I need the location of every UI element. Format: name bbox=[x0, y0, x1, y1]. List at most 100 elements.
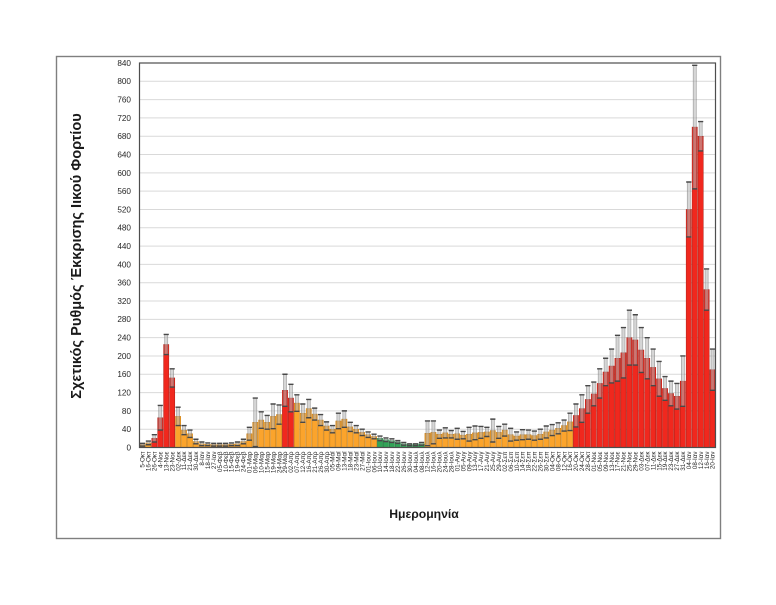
svg-text:29-Νοε: 29-Νοε bbox=[633, 451, 640, 471]
svg-text:10-Μαρ: 10-Μαρ bbox=[258, 451, 265, 473]
svg-text:13-Αυγ: 13-Αυγ bbox=[472, 451, 479, 472]
svg-text:24-Φεβ: 24-Φεβ bbox=[241, 451, 248, 472]
svg-text:13-Νοε: 13-Νοε bbox=[609, 451, 616, 471]
svg-text:08-Ιουλ: 08-Ιουλ bbox=[419, 451, 426, 473]
svg-text:28-Ιουλ: 28-Ιουλ bbox=[448, 451, 455, 473]
svg-text:280: 280 bbox=[117, 315, 131, 324]
svg-text:14-Ιουν: 14-Ιουν bbox=[383, 452, 390, 473]
svg-text:20-Οκτ: 20-Οκτ bbox=[573, 451, 580, 471]
svg-text:16-Οκτ: 16-Οκτ bbox=[146, 451, 153, 471]
svg-text:23-Νοε: 23-Νοε bbox=[169, 451, 176, 471]
svg-text:30-Απρ: 30-Απρ bbox=[324, 451, 331, 473]
svg-text:08-Ιαν: 08-Ιαν bbox=[692, 452, 699, 470]
svg-text:400: 400 bbox=[117, 260, 131, 269]
svg-text:560: 560 bbox=[117, 187, 131, 196]
svg-text:06-Ιουν: 06-Ιουν bbox=[371, 452, 378, 473]
svg-text:30-Σεπ: 30-Σεπ bbox=[543, 451, 550, 472]
svg-text:27-Ιαν: 27-Ιαν bbox=[211, 452, 218, 470]
svg-text:07-Δεκ: 07-Δεκ bbox=[644, 451, 651, 471]
svg-text:40: 40 bbox=[122, 425, 132, 434]
svg-text:06-Σεπ: 06-Σεπ bbox=[508, 451, 515, 472]
svg-text:20-Ιαν: 20-Ιαν bbox=[710, 452, 717, 470]
svg-text:16-Ιουλ: 16-Ιουλ bbox=[431, 451, 438, 473]
svg-text:31-Δεκ: 31-Δεκ bbox=[680, 451, 687, 471]
svg-text:24-Ιουλ: 24-Ιουλ bbox=[443, 451, 450, 473]
svg-text:Σχετικός Ρυθμός Έκκρισης Ιικού: Σχετικός Ρυθμός Έκκρισης Ιικού Φορτίου bbox=[69, 113, 85, 399]
svg-text:480: 480 bbox=[117, 224, 131, 233]
svg-text:120: 120 bbox=[117, 389, 131, 398]
svg-text:14-Σεπ: 14-Σεπ bbox=[520, 451, 527, 472]
svg-text:21-Νοε: 21-Νοε bbox=[621, 451, 628, 471]
svg-text:17-Αυγ: 17-Αυγ bbox=[478, 451, 485, 472]
svg-text:440: 440 bbox=[117, 242, 131, 251]
svg-text:18-Ιαν: 18-Ιαν bbox=[205, 452, 212, 470]
svg-text:09-Μαϊ: 09-Μαϊ bbox=[336, 451, 343, 471]
svg-text:13-Μαϊ: 13-Μαϊ bbox=[342, 451, 349, 471]
svg-text:16-Οκτ: 16-Οκτ bbox=[567, 451, 574, 471]
svg-text:10-Σεπ: 10-Σεπ bbox=[514, 451, 521, 472]
svg-text:01-Νοε: 01-Νοε bbox=[591, 451, 598, 471]
svg-text:01-Μαρ: 01-Μαρ bbox=[247, 451, 254, 473]
svg-text:19-Μαρ: 19-Μαρ bbox=[270, 451, 277, 473]
svg-text:18-Ιουν: 18-Ιουν bbox=[389, 452, 396, 473]
svg-text:80: 80 bbox=[122, 407, 132, 416]
svg-text:15-Μαρ: 15-Μαρ bbox=[264, 451, 271, 473]
svg-text:07-Απρ: 07-Απρ bbox=[294, 451, 301, 473]
svg-text:08-Οκτ: 08-Οκτ bbox=[555, 451, 562, 471]
svg-text:25-Νοε: 25-Νοε bbox=[627, 451, 634, 471]
svg-text:16-Ιαν: 16-Ιαν bbox=[704, 452, 711, 470]
svg-text:800: 800 bbox=[117, 77, 131, 86]
svg-text:05-Μαϊ: 05-Μαϊ bbox=[330, 451, 337, 471]
svg-text:29-Μαρ: 29-Μαρ bbox=[282, 451, 289, 473]
svg-text:20-Ιουλ: 20-Ιουλ bbox=[437, 451, 444, 473]
svg-text:12-Ιουλ: 12-Ιουλ bbox=[425, 451, 432, 473]
svg-text:04-Ιαν: 04-Ιαν bbox=[686, 452, 693, 470]
svg-text:27-Δεκ: 27-Δεκ bbox=[674, 451, 681, 471]
svg-text:17-Νοε: 17-Νοε bbox=[615, 451, 622, 471]
svg-text:360: 360 bbox=[117, 279, 131, 288]
svg-text:10-Φεβ: 10-Φεβ bbox=[223, 451, 230, 472]
svg-text:06-Μαρ: 06-Μαρ bbox=[252, 451, 259, 473]
svg-text:29-Αυγ: 29-Αυγ bbox=[496, 451, 503, 472]
svg-text:18-Σεπ: 18-Σεπ bbox=[526, 451, 533, 472]
svg-text:680: 680 bbox=[117, 132, 131, 141]
svg-text:02-Δεκ: 02-Δεκ bbox=[175, 451, 182, 471]
svg-text:840: 840 bbox=[117, 59, 131, 68]
svg-text:05-Φεβ: 05-Φεβ bbox=[217, 451, 224, 472]
svg-text:240: 240 bbox=[117, 334, 131, 343]
svg-text:640: 640 bbox=[117, 150, 131, 159]
svg-text:24-Οκτ: 24-Οκτ bbox=[579, 451, 586, 471]
svg-text:15-Δεκ: 15-Δεκ bbox=[656, 451, 663, 471]
svg-text:05-Αυγ: 05-Αυγ bbox=[460, 451, 467, 472]
svg-text:25-Αυγ: 25-Αυγ bbox=[490, 451, 497, 472]
svg-text:09-Αυγ: 09-Αυγ bbox=[466, 451, 473, 472]
svg-text:520: 520 bbox=[117, 205, 131, 214]
svg-text:Ημερομηνία: Ημερομηνία bbox=[389, 507, 459, 521]
svg-text:02-Σεπ: 02-Σεπ bbox=[502, 451, 509, 472]
svg-text:18-Μαϊ: 18-Μαϊ bbox=[348, 451, 355, 471]
svg-text:320: 320 bbox=[117, 297, 131, 306]
svg-text:12-Απρ: 12-Απρ bbox=[300, 451, 307, 473]
svg-text:13-Νοε: 13-Νοε bbox=[163, 451, 170, 471]
svg-text:760: 760 bbox=[117, 96, 131, 105]
svg-text:4-Νοε: 4-Νοε bbox=[157, 451, 164, 468]
svg-text:26-Ιουν: 26-Ιουν bbox=[401, 452, 408, 473]
svg-text:21-Δεκ: 21-Δεκ bbox=[187, 451, 194, 471]
svg-text:21-Απρ: 21-Απρ bbox=[312, 451, 319, 473]
svg-text:15-Φεβ: 15-Φεβ bbox=[229, 451, 236, 472]
svg-text:26-Σεπ: 26-Σεπ bbox=[538, 451, 545, 472]
svg-text:21-Αυγ: 21-Αυγ bbox=[484, 451, 491, 472]
svg-text:23-Μαϊ: 23-Μαϊ bbox=[353, 451, 360, 471]
svg-text:30-Δεκ: 30-Δεκ bbox=[193, 451, 200, 471]
svg-text:24-Μαρ: 24-Μαρ bbox=[276, 451, 283, 473]
svg-text:22-Ιουν: 22-Ιουν bbox=[395, 452, 402, 473]
svg-text:720: 720 bbox=[117, 114, 131, 123]
svg-text:0: 0 bbox=[126, 443, 131, 452]
svg-text:11-Δεκ: 11-Δεκ bbox=[650, 451, 657, 471]
svg-text:02-Απρ: 02-Απρ bbox=[288, 451, 295, 473]
svg-text:26-Οκτ: 26-Οκτ bbox=[152, 451, 159, 471]
svg-text:27-Μαϊ: 27-Μαϊ bbox=[359, 451, 366, 471]
svg-text:160: 160 bbox=[117, 370, 131, 379]
svg-text:19-Φεβ: 19-Φεβ bbox=[235, 451, 242, 472]
svg-text:23-Δεκ: 23-Δεκ bbox=[668, 451, 675, 471]
